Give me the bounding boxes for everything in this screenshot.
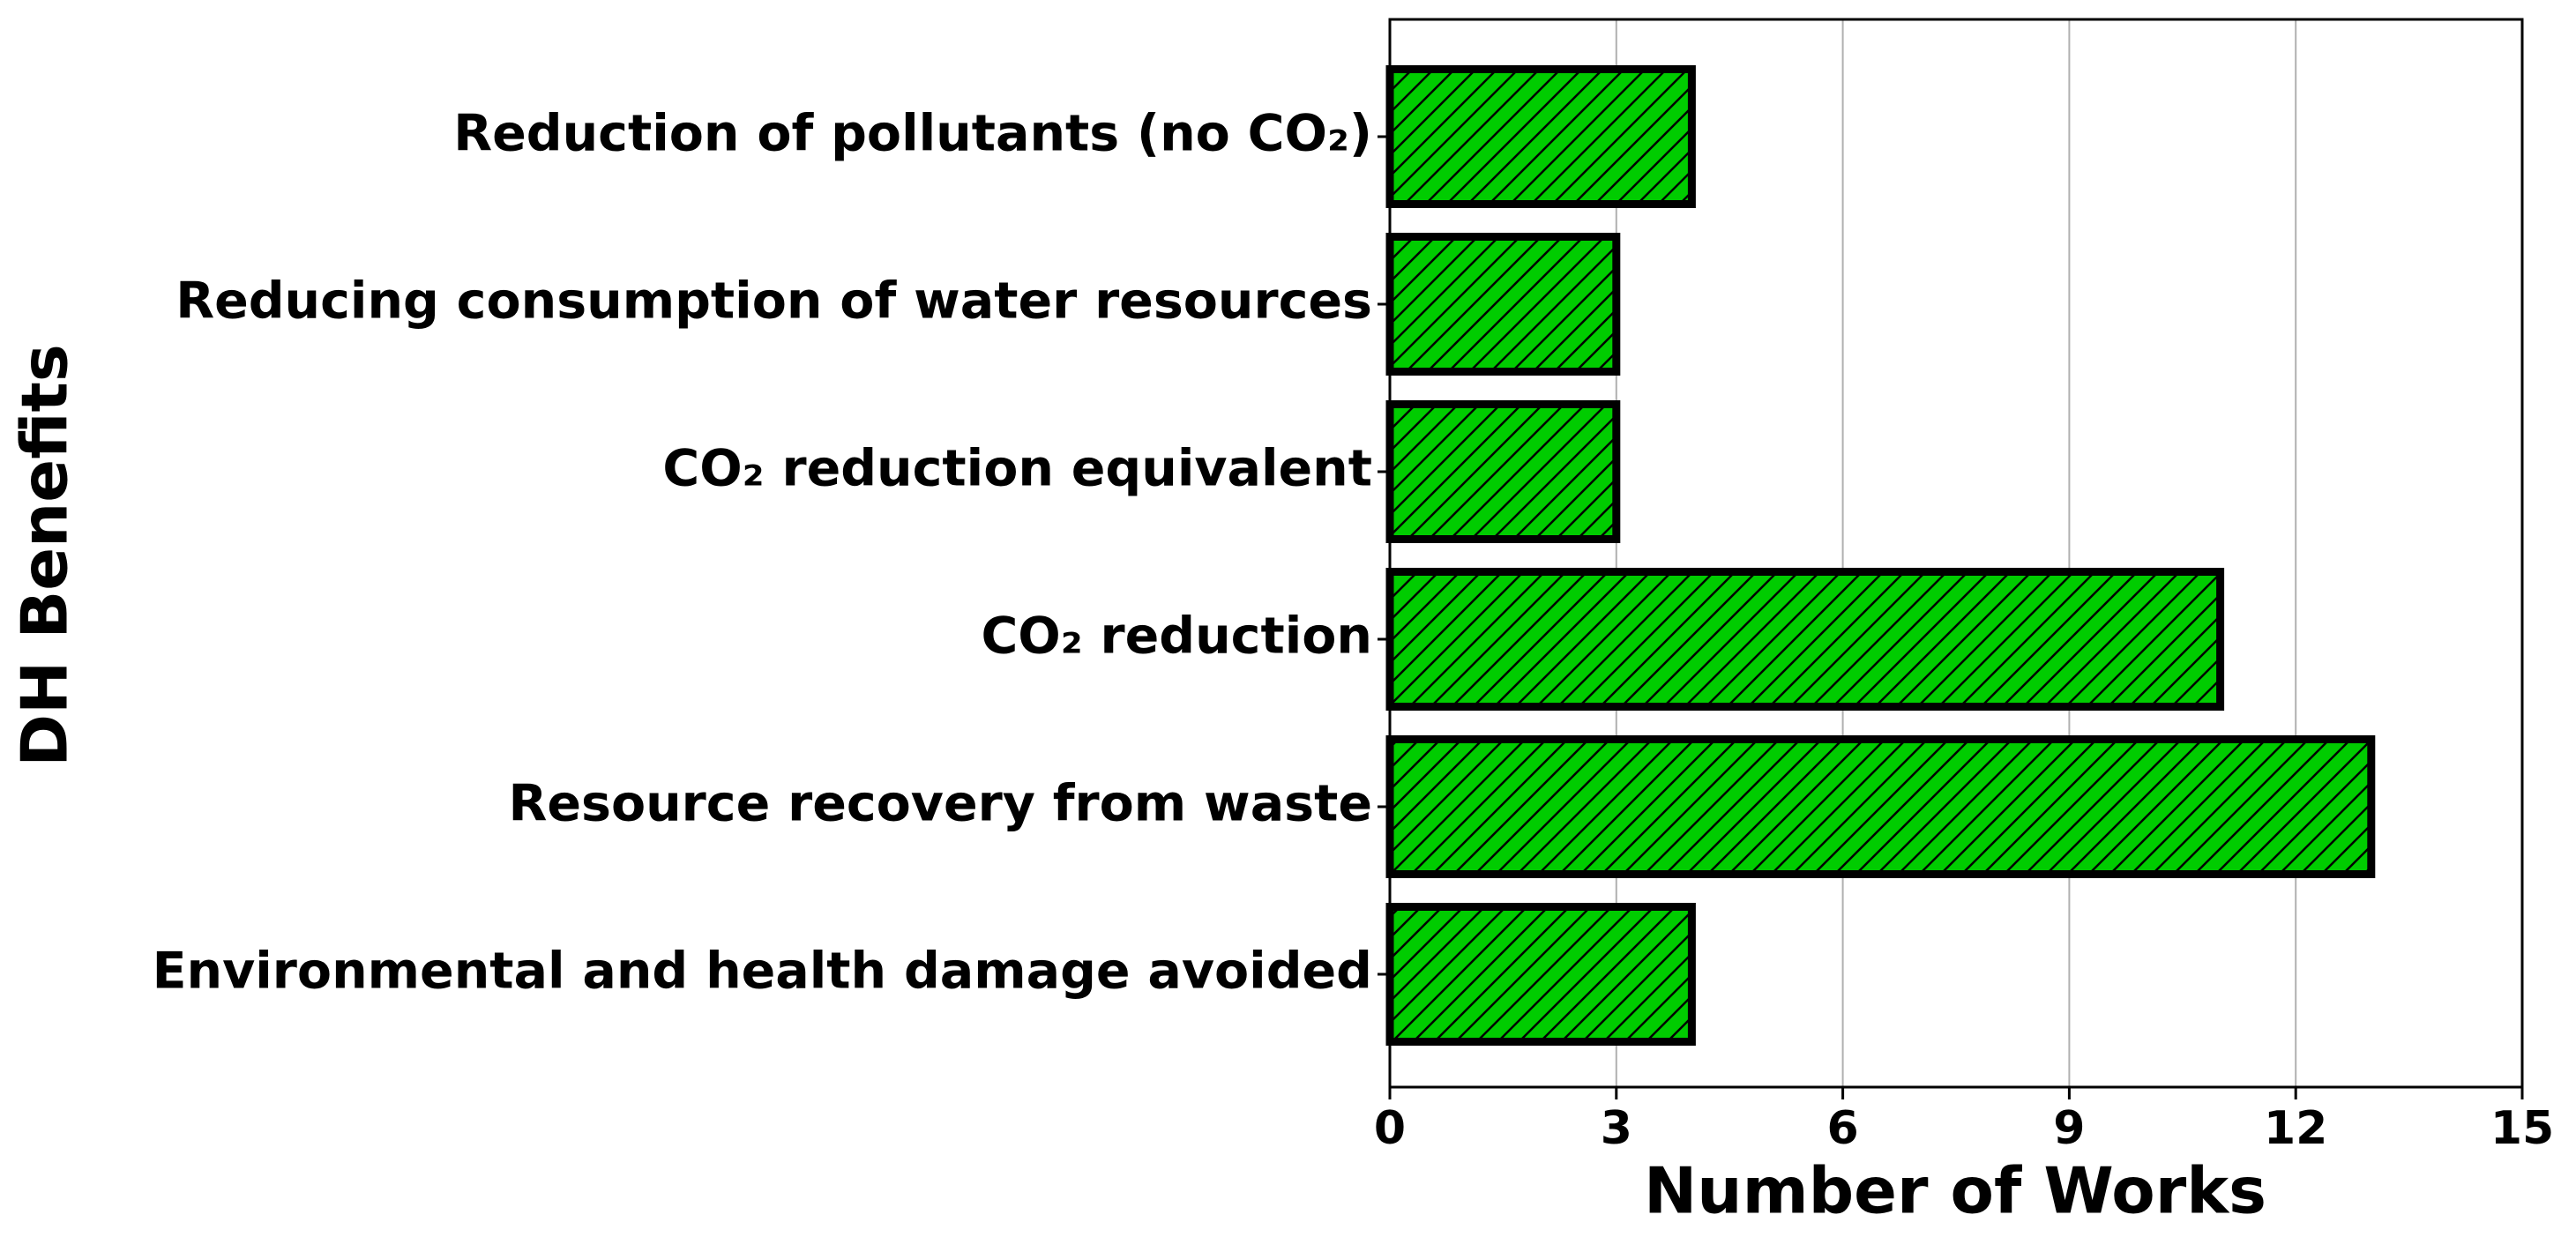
x-tick-label: 12 [2264, 1102, 2327, 1155]
y-tick-label: Environmental and health damage avoided [153, 943, 1372, 1001]
y-tick-label: Resource recovery from waste [508, 775, 1372, 833]
y-tick-label: CO₂ reduction [981, 607, 1372, 666]
y-axis-label: DH Benefits [8, 344, 82, 767]
bar [1385, 65, 1696, 208]
x-tick-label: 15 [2490, 1102, 2554, 1155]
bar [1385, 400, 1621, 543]
x-tick-label: 3 [1601, 1102, 1632, 1155]
bar [1385, 735, 2376, 878]
y-tick-label: Reducing consumption of water resources [175, 272, 1372, 331]
x-tick-label: 6 [1827, 1102, 1859, 1155]
plot-frame [1388, 18, 2524, 1089]
y-tick-label: Reduction of pollutants (no CO₂) [453, 105, 1372, 163]
bar [1385, 568, 2225, 711]
x-tick-label: 9 [2053, 1102, 2085, 1155]
x-axis-label: Number of Works [1644, 1154, 2266, 1228]
y-tick-label: CO₂ reduction equivalent [662, 440, 1372, 498]
bar [1385, 903, 1696, 1046]
x-tick-label: 0 [1374, 1102, 1406, 1155]
bar [1385, 233, 1621, 376]
